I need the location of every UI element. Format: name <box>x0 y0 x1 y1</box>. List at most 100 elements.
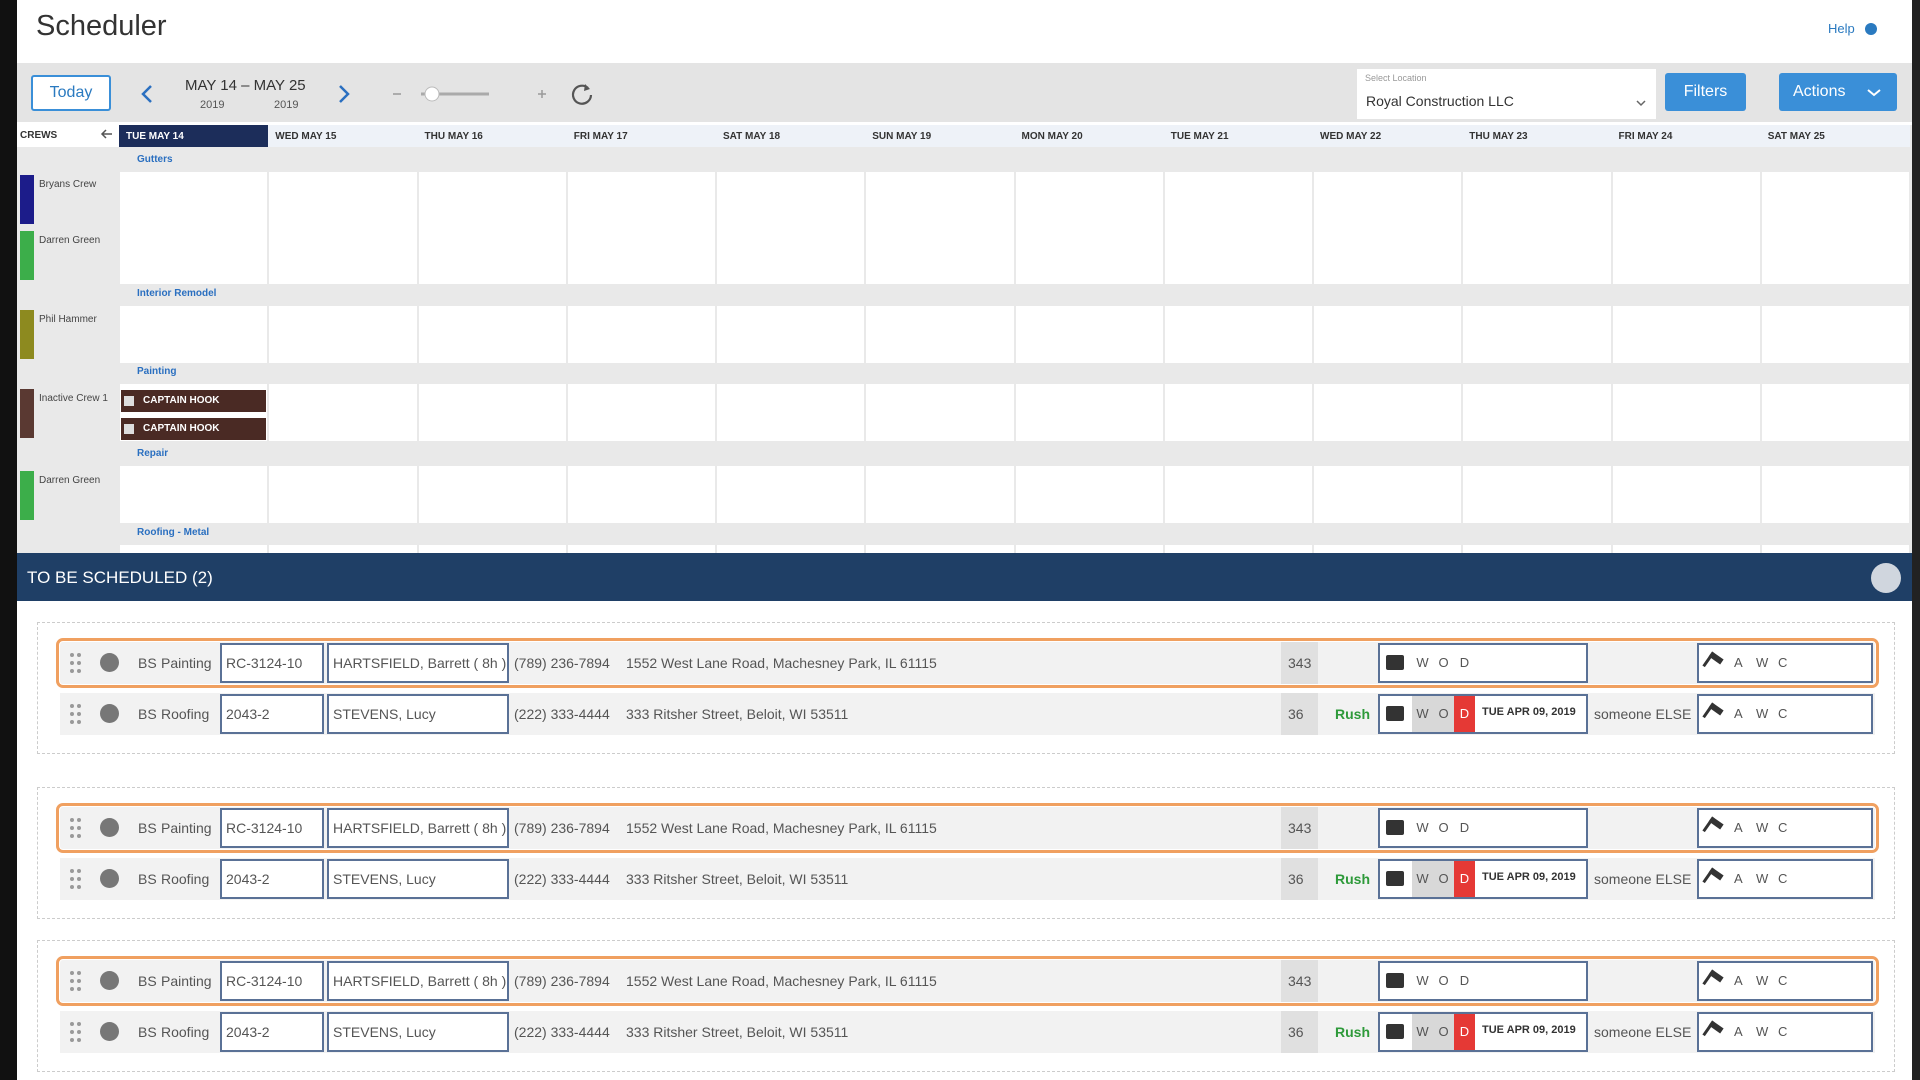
work-status[interactable]: O <box>1438 820 1449 835</box>
remove-button[interactable] <box>100 653 119 672</box>
work-status[interactable]: D <box>1454 696 1475 732</box>
location-select[interactable] <box>1357 69 1656 119</box>
location-value: Royal Construction LLC <box>1366 93 1514 109</box>
assignee: someone ELSE <box>1594 706 1692 722</box>
event-chip[interactable]: CAPTAIN HOOK <box>121 390 266 412</box>
crew-status[interactable]: C <box>1778 655 1788 670</box>
customer: HARTSFIELD, Barrett ( 8h ) <box>333 820 507 836</box>
rush-flag: Rush <box>1335 1024 1370 1040</box>
crew-status[interactable]: W <box>1756 820 1769 835</box>
work-status[interactable]: W <box>1416 973 1429 988</box>
crews-header <box>17 125 119 147</box>
drag-handle[interactable] <box>70 818 81 838</box>
crew-status[interactable]: C <box>1778 973 1788 988</box>
address: 333 Ritsher Street, Beloit, WI 53511 <box>626 1024 849 1040</box>
frame-right <box>1912 0 1920 1080</box>
day-cell <box>418 172 566 284</box>
work-status[interactable]: W <box>1412 696 1433 732</box>
event-icon <box>124 396 134 406</box>
truck-icon <box>1386 655 1404 670</box>
today-button[interactable]: Today <box>31 75 111 111</box>
drag-handle[interactable] <box>70 704 81 724</box>
work-status[interactable]: O <box>1433 696 1454 732</box>
group-label: Interior Remodel <box>137 288 217 299</box>
crew-status[interactable]: A <box>1734 820 1743 835</box>
drag-handle[interactable] <box>70 869 81 889</box>
day-cell <box>717 172 865 284</box>
job-number: 2043-2 <box>226 871 270 887</box>
queue-title: TO BE SCHEDULED (2) <box>27 568 213 587</box>
remove-button[interactable] <box>100 704 119 723</box>
crew-status[interactable]: C <box>1778 871 1788 886</box>
crew-status[interactable]: C <box>1778 706 1788 721</box>
remove-button[interactable] <box>100 869 119 888</box>
crew-status[interactable]: W <box>1756 973 1769 988</box>
day-cell <box>866 172 1014 284</box>
day-cell <box>1612 172 1760 284</box>
job-box <box>220 859 324 899</box>
day-cell <box>1463 306 1611 363</box>
job-number: RC-3124-10 <box>226 820 303 836</box>
remove-button[interactable] <box>100 1022 119 1041</box>
crew-status[interactable]: A <box>1734 655 1743 670</box>
address: 1552 West Lane Road, Machesney Park, IL … <box>626 655 937 671</box>
filters-button[interactable]: Filters <box>1665 73 1746 111</box>
count-cell <box>1281 1011 1318 1053</box>
work-status[interactable]: D <box>1454 1014 1475 1050</box>
day-cell <box>1314 384 1462 441</box>
day-cell <box>120 466 268 523</box>
work-status[interactable]: O <box>1433 1014 1454 1050</box>
crews-label: CREWS <box>20 130 58 141</box>
day-cell <box>1164 466 1312 523</box>
crew-status[interactable]: W <box>1756 706 1769 721</box>
drag-handle[interactable] <box>70 653 81 673</box>
help-link[interactable]: Help <box>1828 21 1855 36</box>
crew-status[interactable]: C <box>1778 820 1788 835</box>
work-status[interactable]: D <box>1454 861 1475 897</box>
work-status[interactable]: D <box>1459 820 1470 835</box>
work-status[interactable]: O <box>1438 655 1449 670</box>
day-cell <box>1015 306 1163 363</box>
crew-status[interactable]: W <box>1756 1024 1769 1039</box>
day-cell <box>418 466 566 523</box>
crew-box <box>1697 859 1873 899</box>
crew-status[interactable]: C <box>1778 1024 1788 1039</box>
work-status[interactable]: W <box>1416 820 1429 835</box>
crew-status[interactable]: A <box>1734 973 1743 988</box>
crew-status[interactable]: W <box>1756 871 1769 886</box>
count-cell <box>1281 858 1318 900</box>
work-status[interactable]: O <box>1433 861 1454 897</box>
day-header: SAT MAY 18 <box>716 125 866 147</box>
actions-button[interactable]: Actions <box>1779 73 1897 111</box>
queue-block <box>37 622 1895 754</box>
event-chip[interactable]: CAPTAIN HOOK <box>121 418 266 440</box>
job-number: 2043-2 <box>226 706 270 722</box>
customer-box <box>327 961 509 1001</box>
remove-button[interactable] <box>100 971 119 990</box>
address: 1552 West Lane Road, Machesney Park, IL … <box>626 820 937 836</box>
drag-handle[interactable] <box>70 1022 81 1042</box>
customer-box <box>327 1012 509 1052</box>
crew-name: Bryans Crew <box>39 179 97 190</box>
work-status[interactable]: W <box>1416 655 1429 670</box>
day-cell <box>1761 172 1909 284</box>
day-cell <box>1015 172 1163 284</box>
crew-status[interactable]: A <box>1734 1024 1743 1039</box>
crew-status[interactable]: W <box>1756 655 1769 670</box>
drag-handle[interactable] <box>70 971 81 991</box>
queue-block <box>37 940 1895 1072</box>
work-status[interactable]: W <box>1412 861 1433 897</box>
crew-name: Inactive Crew 1 <box>39 393 108 404</box>
work-status[interactable]: D <box>1459 655 1470 670</box>
work-status[interactable]: D <box>1459 973 1470 988</box>
collapse-button[interactable] <box>1871 563 1901 593</box>
crew-status[interactable]: A <box>1734 706 1743 721</box>
crew-name: Darren Green <box>39 475 101 486</box>
crew-status[interactable]: A <box>1734 871 1743 886</box>
work-status[interactable]: O <box>1438 973 1449 988</box>
work-status[interactable]: W <box>1412 1014 1433 1050</box>
truck-icon <box>1386 973 1404 988</box>
customer-box <box>327 643 509 683</box>
remove-button[interactable] <box>100 818 119 837</box>
day-header: SUN MAY 19 <box>865 125 1015 147</box>
